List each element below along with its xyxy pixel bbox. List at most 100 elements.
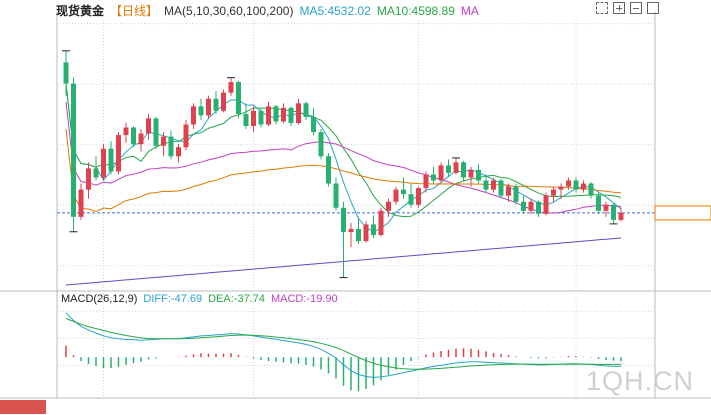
candle-body: [236, 82, 241, 114]
candle-body: [393, 189, 399, 202]
candle-body: [153, 118, 159, 146]
period-selector[interactable]: 【日线】: [110, 4, 159, 18]
candle-body: [446, 165, 451, 173]
candle-body: [491, 180, 496, 190]
macd-panel: [65, 312, 622, 392]
candle-body: [611, 204, 616, 220]
candle-body: [438, 165, 444, 181]
ma10-value: MA10:4598.89: [376, 3, 455, 18]
candle-body: [281, 107, 286, 122]
ma-definition[interactable]: MA(5,10,30,60,100,200): [164, 3, 294, 18]
candle-body: [468, 169, 474, 178]
macd-value: MACD:-19.90: [270, 293, 338, 305]
ma60-line: [65, 128, 622, 212]
candle-body: [116, 135, 121, 172]
zoom-in-icon[interactable]: [613, 2, 625, 14]
candle-body: [191, 106, 196, 125]
candle-body: [131, 127, 136, 145]
candle-body: [63, 62, 69, 84]
candle-body: [551, 189, 556, 196]
macd-dea: DEA:-37.74: [208, 293, 265, 305]
zoom-out-icon[interactable]: [630, 2, 642, 14]
candle-body: [506, 186, 511, 196]
candle-body: [348, 228, 354, 232]
current-price-box: [654, 205, 711, 221]
candle-body: [476, 169, 481, 181]
candle-body: [198, 106, 204, 116]
candle-body: [213, 98, 219, 111]
instrument-title: 现货黄金: [56, 4, 105, 18]
candle-body: [176, 147, 181, 157]
candle-body: [101, 148, 106, 178]
ma5-value: MA5:4532.02: [299, 3, 371, 18]
candle-body: [161, 136, 166, 146]
candle-body: [326, 156, 331, 184]
candle-body: [303, 103, 309, 117]
macd-header: MACD(26,12,9) DIFF:-47.69 DEA:-37.74 MAC…: [61, 293, 338, 305]
candle-body: [483, 180, 489, 190]
candle-body: [71, 83, 76, 217]
candle-body: [251, 110, 256, 126]
candle-body: [618, 212, 624, 220]
axis-labels: [654, 205, 711, 221]
candle-body: [386, 201, 391, 211]
candle-body: [596, 195, 601, 211]
candle-body: [573, 180, 579, 190]
candle-body: [86, 168, 91, 190]
candle-body: [431, 174, 436, 181]
candle-body: [206, 98, 211, 116]
chart-toolbar: [596, 2, 659, 14]
candle-body: [273, 106, 279, 122]
candle-body: [558, 186, 564, 190]
candle-body: [221, 92, 226, 111]
candle-body: [296, 103, 301, 123]
candle-body: [566, 180, 571, 187]
candle-body: [461, 162, 466, 178]
brand-logo: [0, 400, 46, 414]
ma10-line: [65, 83, 622, 218]
candle-body: [498, 180, 504, 196]
candle-body: [416, 188, 421, 205]
candle-body: [588, 183, 594, 196]
candle-body: [543, 195, 549, 214]
candle-body: [266, 106, 271, 125]
candlestick-series: [63, 50, 624, 278]
candle-body: [288, 107, 294, 123]
candle-body: [408, 194, 414, 205]
price-annotations: [62, 50, 618, 279]
candle-body: [333, 183, 339, 208]
candle-body: [138, 133, 144, 145]
candle-body: [603, 204, 609, 211]
candle-body: [78, 189, 84, 217]
macd-diff: DIFF:-47.69: [143, 293, 203, 305]
candle-body: [243, 113, 249, 126]
candle-body: [378, 210, 384, 236]
candle-body: [168, 136, 174, 157]
candle-body: [521, 201, 526, 211]
candle-body: [228, 82, 234, 93]
candle-body: [371, 224, 376, 236]
fullscreen-icon[interactable]: [647, 2, 659, 14]
candle-body: [581, 183, 586, 190]
watermark: 1QH.CN: [586, 366, 695, 396]
candle-body: [311, 116, 316, 133]
candle-body: [146, 118, 151, 134]
candle-body: [123, 127, 129, 136]
candle-body: [93, 168, 99, 178]
crosshair-icon[interactable]: [596, 2, 608, 14]
chart-header: 现货黄金 【日线】 MA(5,10,30,60,100,200) MA5:453…: [56, 2, 479, 19]
candle-body: [108, 148, 114, 172]
candle-body: [453, 162, 459, 173]
candle-body: [528, 201, 534, 211]
candle-body: [363, 224, 369, 242]
candle-body: [536, 201, 541, 214]
candle-body: [318, 132, 324, 157]
candle-body: [258, 110, 264, 125]
candle-body: [423, 174, 429, 189]
macd-dea-line: [65, 318, 621, 370]
candle-body: [183, 124, 189, 148]
macd-name[interactable]: MACD(26,12,9): [61, 293, 138, 305]
candle-body: [401, 189, 406, 195]
candle-body: [341, 207, 346, 232]
